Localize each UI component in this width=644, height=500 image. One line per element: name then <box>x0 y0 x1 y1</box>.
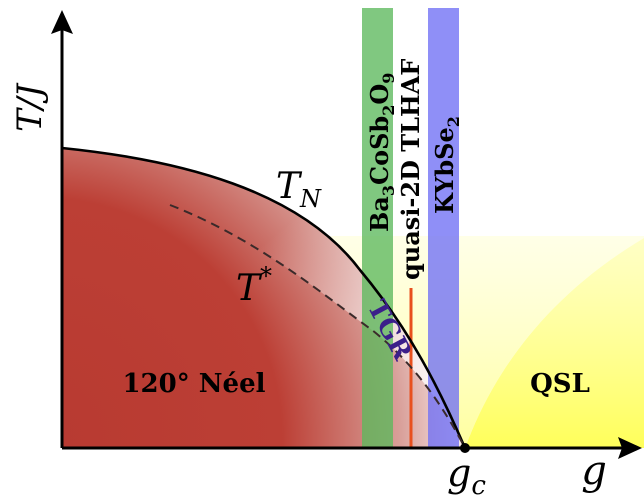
critical-point-label: gc <box>447 451 486 495</box>
y-axis-arrow-icon <box>51 10 73 34</box>
kybse2-label: KYbSe2 <box>430 116 463 214</box>
tn-curve <box>61 146 467 449</box>
qsl-left-fan <box>330 236 644 448</box>
tn-label: TN <box>276 166 322 213</box>
band-ba3cosb2o9 <box>362 8 393 448</box>
band-kybse2 <box>428 8 459 448</box>
qsl-region <box>465 238 644 448</box>
neel-label: 120° Néel <box>122 369 265 399</box>
critical-point-marker <box>460 443 470 453</box>
tstar-curve <box>169 204 466 449</box>
x-axis-label: g <box>581 448 607 494</box>
tstar-label: T* <box>236 262 272 309</box>
y-axis-label: T/J <box>10 82 50 132</box>
ba3cosb2o9-label: Ba3CoSb2O9 <box>365 73 398 232</box>
tlhaf-label: quasi-2D TLHAF <box>396 59 425 280</box>
x-axis-arrow-icon <box>618 437 642 459</box>
qsl-label: QSL <box>530 369 590 399</box>
